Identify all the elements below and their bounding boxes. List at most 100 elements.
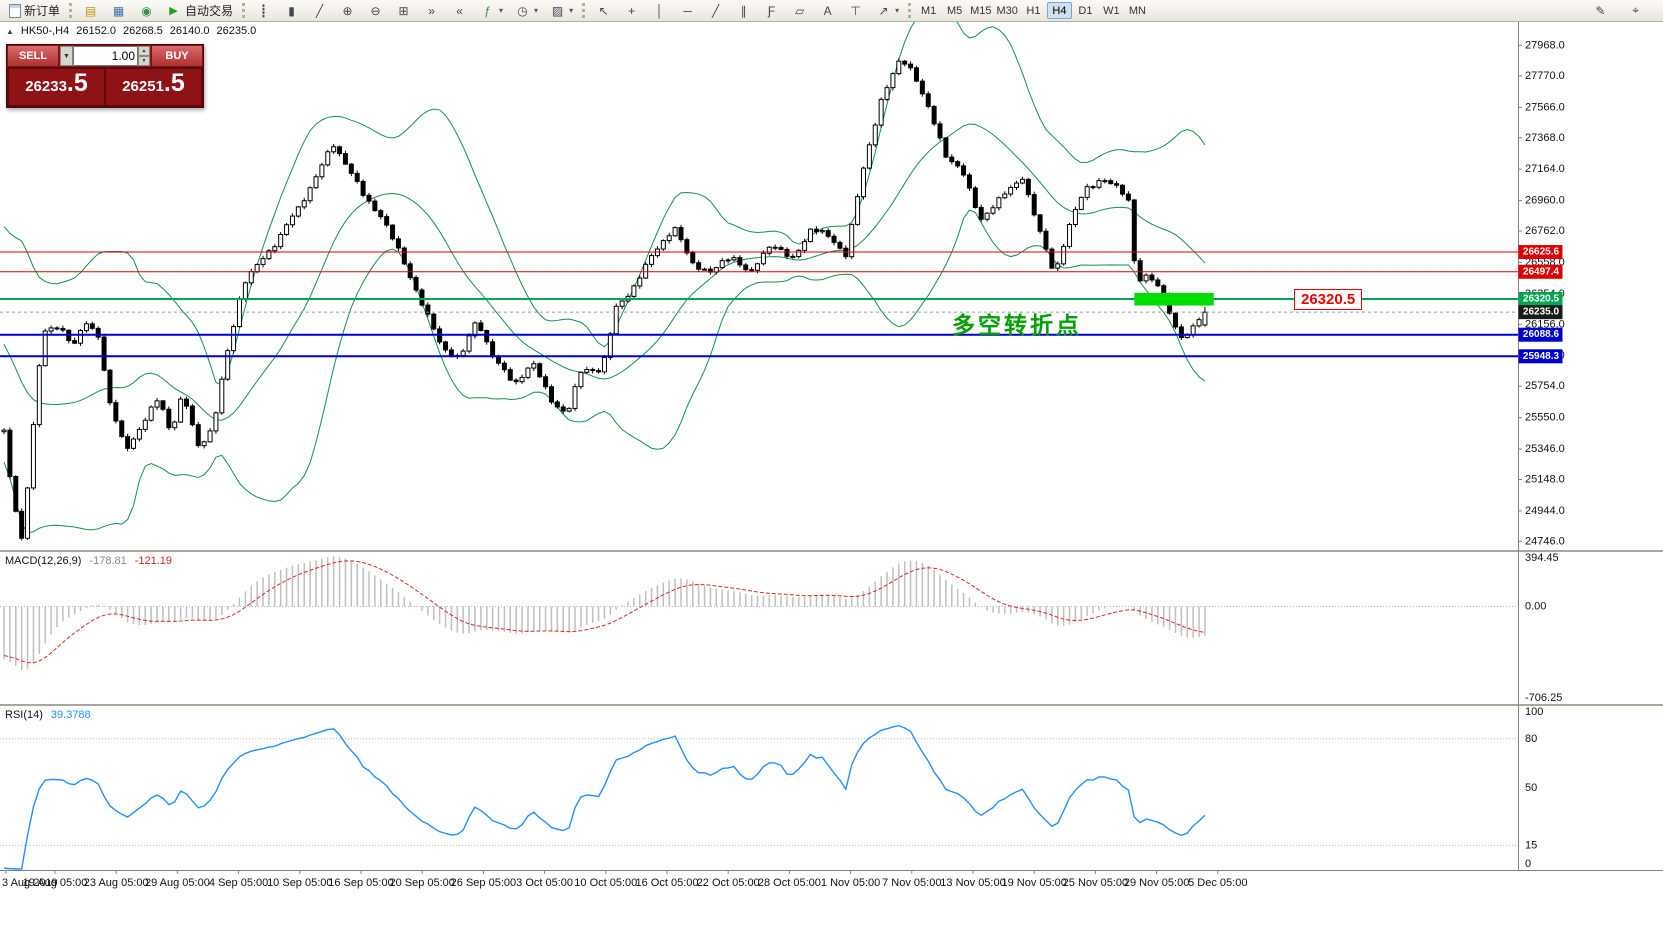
candle-body [1055,263,1061,269]
candle-body [643,263,649,279]
line-chart-icon-button[interactable]: ╱ [306,1,333,21]
data-window-icon-button[interactable]: ▦ [105,1,132,21]
candle-body [201,441,207,447]
panel-splitter[interactable] [0,704,1663,706]
new-order-button[interactable]: 新订单 [4,1,65,21]
candle-body [195,424,201,447]
candle-body [649,255,655,265]
macd-bar [491,606,494,631]
auto-scroll-icon-button[interactable]: » [418,1,445,21]
volume-dropdown-button[interactable]: ▼ [60,46,73,66]
indicators-icon-button[interactable]: ƒ ▾ [474,1,508,21]
vertical-line-icon-button[interactable]: │ [646,1,673,21]
one-click-top-row: SELL ▼ ▲ ▼ BUY [7,45,203,67]
target-cursor-icon-button[interactable]: ⌖ [1622,1,1649,21]
candle-body [619,300,625,307]
chart-window[interactable]: 27968.0 27770.0 27566.0 27368.0 27164.0 26960… [0,22,1663,950]
text-icon-button[interactable]: A [814,1,841,21]
one-click-collapse-icon[interactable]: ▲ [6,26,14,36]
macd-bar [168,606,170,622]
rsi-axis-label: 100 [1525,706,1543,718]
tile-windows-icon-button[interactable]: ⊞ [390,1,417,21]
toolbar-grip[interactable] [69,3,73,18]
timeframe-mn[interactable]: MN [1128,4,1146,17]
timeframe-m30[interactable]: M30 [996,4,1018,17]
price-callout-label[interactable]: 26320.5 [1294,289,1363,310]
zoom-in-icon-button[interactable]: ⊕ [334,1,361,21]
templates-icon-button[interactable]: ▨ ▾ [544,1,578,21]
buy-price-main: 26251 [122,78,164,95]
macd-bar [321,558,323,607]
sell-price-frac: .5 [66,69,88,97]
horizontal-line-icon-button[interactable]: ─ [674,1,701,21]
sell-price[interactable]: 26233 .5 [9,69,104,105]
candle-body [42,330,48,367]
toolbar-grip[interactable] [582,3,586,18]
cursor-icon-button[interactable]: ↖ [590,1,617,21]
market-watch-icon-button[interactable]: ▤ [77,1,104,21]
candle-body [554,401,560,408]
timeframe-d1[interactable]: D1 [1078,4,1093,17]
macd-bar [397,592,400,607]
buy-button[interactable]: BUY [151,45,203,67]
toolbar-grip[interactable] [908,3,912,18]
arrows-icon-button[interactable]: ↗ ▾ [870,1,904,21]
macd-bar [1062,606,1065,626]
candle-body [631,285,637,297]
trendline-icon-button[interactable]: ╱ [702,1,729,21]
candle-body [819,230,825,233]
timeframe-m1[interactable]: M1 [920,4,937,17]
panel-splitter[interactable] [0,550,1663,552]
shapes-icon-button[interactable]: ▱ [786,1,813,21]
timeframe-w1[interactable]: W1 [1103,4,1120,17]
candle-body [131,438,137,449]
arrows-icon-dropdown[interactable]: ▾ [895,6,900,15]
bar-chart-icon: ┋ [259,3,268,18]
candle-body [678,227,684,241]
macd-bar [327,557,329,607]
timeframe-m15[interactable]: M15 [970,4,992,17]
timeframe-h4[interactable]: H4 [1046,2,1072,19]
text-label-icon-button[interactable]: ⊤ [842,1,869,21]
fibonacci-icon-button[interactable]: Ƒ [758,1,785,21]
periods-icon-dropdown[interactable]: ▾ [534,6,539,15]
timeframe-m5[interactable]: M5 [946,4,963,17]
volume-up-button[interactable]: ▲ [138,46,150,56]
turning-point-annotation[interactable]: 多空转折点 [952,312,1082,338]
candle-body [443,341,449,351]
price-axis-label: 26960.0 [1525,195,1565,207]
chart-tools-group: ┋ ▮ ╱ ⊕ ⊖ ⊞» «ƒ ▾ ◷ ▾ ▨ ▾ [250,1,578,21]
edit-cursor-icon-button[interactable]: ✎ [1587,1,1614,21]
volume-down-button[interactable]: ▼ [138,56,150,66]
sell-button[interactable]: SELL [7,45,59,67]
volume-input[interactable] [73,46,138,66]
price-tag [1518,349,1563,364]
periods-icon-button[interactable]: ◷ ▾ [509,1,543,21]
line-tools-group: ↖ + │ ─ ╱ ∥ Ƒ ▱ A ⊤ ↗ ▾ [590,1,904,21]
channel-icon-button[interactable]: ∥ [730,1,757,21]
indicators-icon-dropdown[interactable]: ▾ [499,6,504,15]
navigator-icon-button[interactable]: ◉ [133,1,160,21]
candle-body [1002,193,1008,199]
chart-shift-icon-button[interactable]: « [446,1,473,21]
templates-icon-dropdown[interactable]: ▾ [569,6,574,15]
timeframe-h1[interactable]: H1 [1026,4,1041,17]
autotrading-button[interactable]: ▶ 自动交易 [160,1,238,21]
buy-price[interactable]: 26251 .5 [106,69,201,105]
crosshair-icon-button[interactable]: + [618,1,645,21]
bar-chart-icon-button[interactable]: ┋ [250,1,277,21]
candle-body [825,230,831,237]
candlestick-icon-button[interactable]: ▮ [278,1,305,21]
candle-body [1155,279,1161,287]
macd-bar [1092,606,1094,614]
candle-body [1061,245,1067,265]
zoom-out-icon-button[interactable]: ⊖ [362,1,389,21]
candle-body [966,174,972,189]
toolbar-grip[interactable] [242,3,246,18]
highlight-rectangle-object[interactable] [1134,292,1214,306]
macd-bar [79,606,82,612]
candle-body [784,248,790,257]
candle-body [731,257,737,261]
macd-bar [456,606,459,633]
chart-canvas[interactable]: 27968.0 27770.0 27566.0 27368.0 27164.0 26960… [0,22,1663,950]
